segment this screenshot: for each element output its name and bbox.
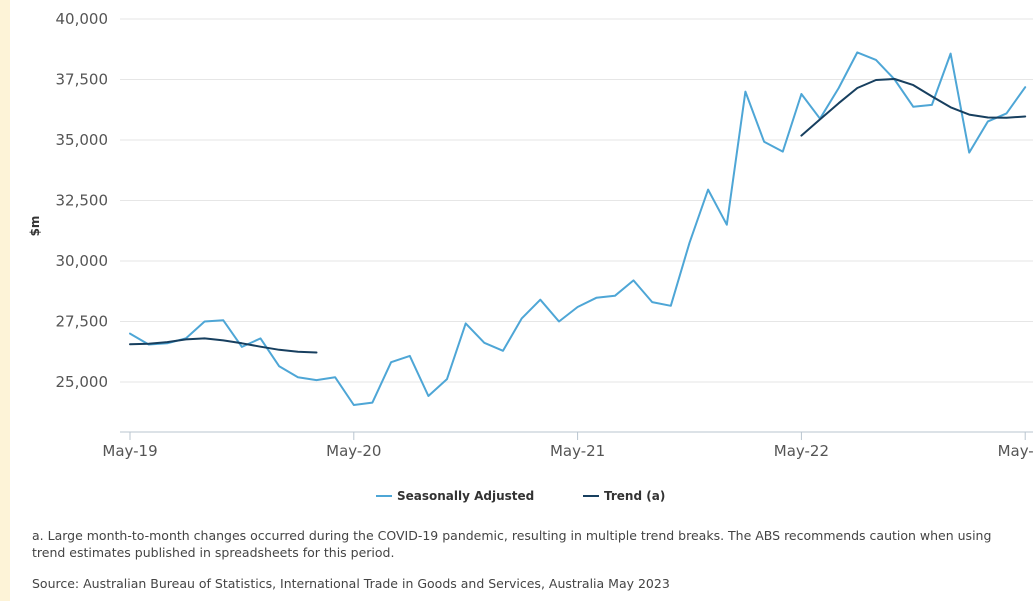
y-tick-label: 40,000 [56, 10, 109, 28]
legend-item: Trend (a) [604, 489, 665, 503]
x-tick-label: May-22 [774, 442, 829, 460]
gridlines [120, 18, 1033, 383]
legend-item: Seasonally Adjusted [397, 489, 534, 503]
x-tick-label: May-20 [326, 442, 381, 460]
legend: Seasonally Adjusted Trend (a) [376, 489, 665, 503]
series-lines [129, 51, 1027, 406]
series-line-seasonally-adjusted [129, 51, 1027, 406]
footnote: a. Large month-to-month changes occurred… [32, 528, 992, 560]
series-line-trend [800, 78, 1027, 137]
source-note: Source: Australian Bureau of Statistics,… [32, 576, 670, 591]
line-chart: 25,000 27,500 30,000 32,500 35,000 37,500 40,0… [28, 10, 1033, 503]
y-tick-label: 32,500 [56, 192, 109, 210]
x-tick-label: May-19 [102, 442, 157, 460]
x-axis: May-19 May-20 May-21 May-22 May-23 [102, 431, 1033, 460]
series-line-trend [129, 337, 318, 354]
x-tick-label: May-23 [998, 442, 1033, 460]
x-tick-label: May-21 [550, 442, 605, 460]
y-tick-label: 25,000 [56, 373, 109, 391]
y-tick-label: 27,500 [56, 313, 109, 331]
y-axis-label: $m [28, 216, 42, 237]
y-tick-label: 37,500 [56, 71, 109, 89]
chart-panel: 25,000 27,500 30,000 32,500 35,000 37,500 40,0… [10, 0, 1033, 601]
y-axis-ticks: 25,000 27,500 30,000 32,500 35,000 37,500 40,0… [56, 10, 109, 391]
y-tick-label: 30,000 [56, 252, 109, 270]
y-tick-label: 35,000 [56, 131, 109, 149]
